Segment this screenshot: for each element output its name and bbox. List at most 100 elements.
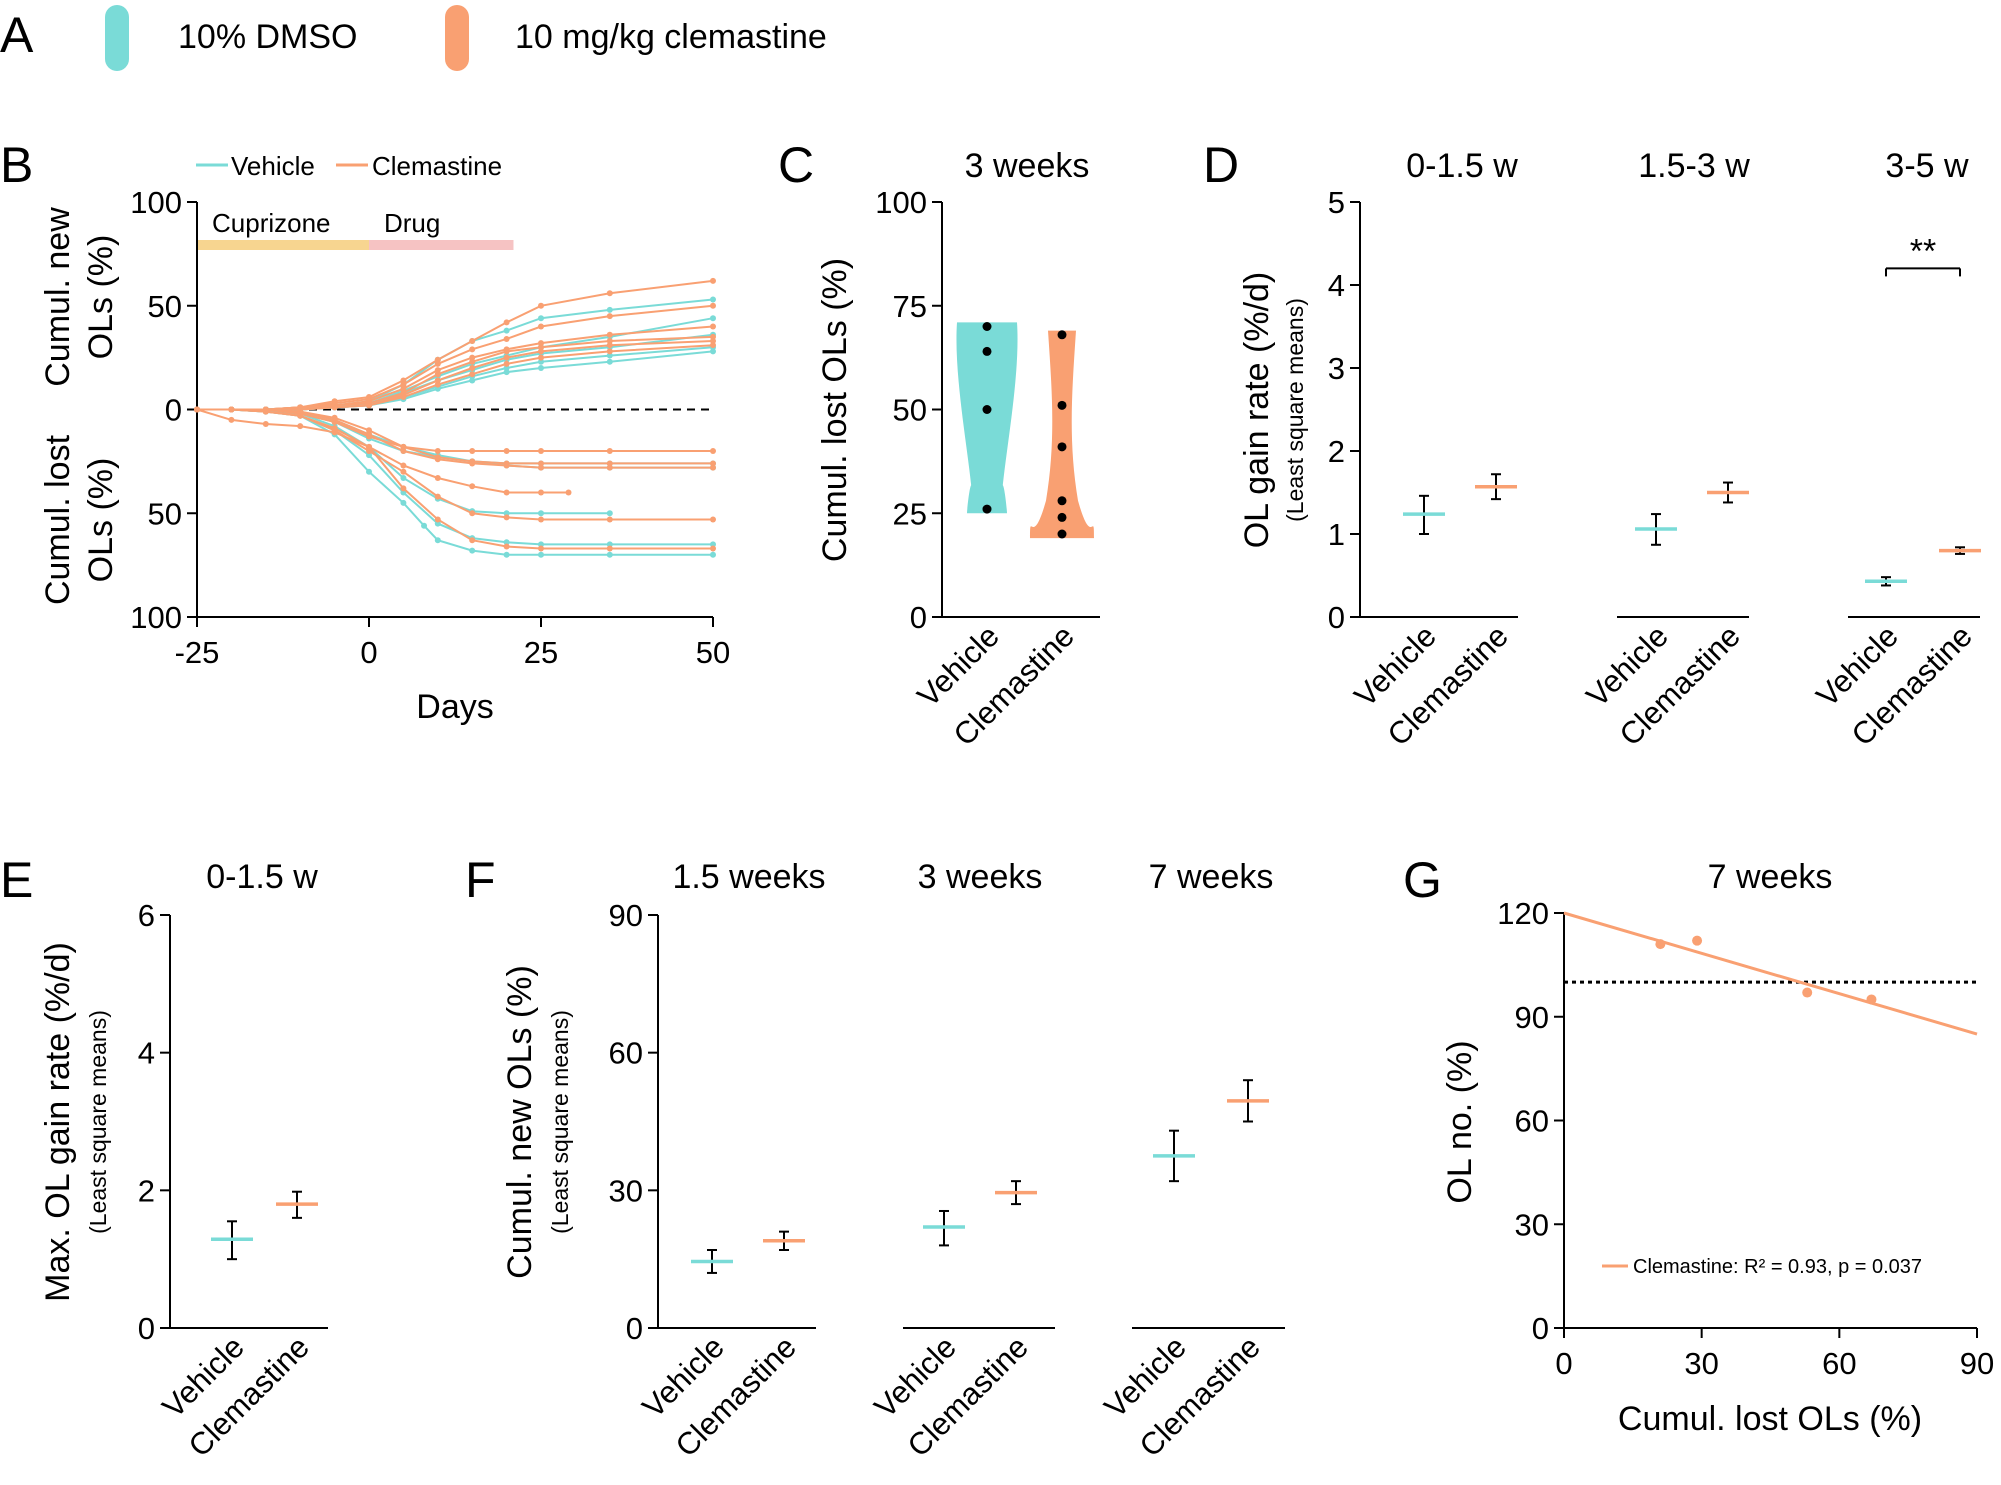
data-point-clemastine (469, 537, 476, 544)
legend-label-clemastine: Clemastine (372, 151, 502, 181)
data-point-clemastine (503, 489, 510, 496)
series-line-clemastine (196, 408, 713, 550)
group-title-f: 1.5 weeks (672, 858, 825, 896)
data-point-clemastine (400, 377, 407, 384)
y-tick-label-e: 6 (138, 898, 155, 933)
violin-point-vehicle (982, 405, 992, 414)
data-point-clemastine (469, 365, 476, 371)
y-axis-label-b-bottom: Cumul. lost (39, 434, 77, 605)
data-point-clemastine (538, 344, 544, 351)
phase-label-cuprizone: Cuprizone (212, 208, 331, 238)
y-tick-label-e: 4 (138, 1036, 155, 1071)
panel-letter-a: A (0, 7, 34, 63)
data-point-clemastine (469, 510, 476, 517)
data-point-clemastine (538, 323, 544, 330)
legend-label-dmso: 10% DMSO (178, 18, 358, 56)
data-point-vehicle (606, 510, 613, 517)
phase-bar-drug (369, 240, 514, 250)
data-point-vehicle (434, 385, 441, 392)
y-axis-label-e: Max. OL gain rate (%/d) (39, 942, 77, 1302)
violin-point-clemastine (1057, 330, 1067, 340)
data-point-vehicle (503, 327, 510, 334)
panel-letter-g: G (1403, 852, 1442, 908)
data-point-clemastine (503, 514, 510, 521)
scatter-point-g (1802, 987, 1813, 998)
data-point-clemastine (606, 290, 613, 297)
y-tick-label-b: 50 (148, 496, 182, 531)
data-point-clemastine (538, 460, 544, 467)
data-point-clemastine (606, 460, 613, 467)
data-point-clemastine (710, 338, 716, 345)
data-point-clemastine (538, 340, 544, 347)
y-tick-label-d: 4 (1328, 268, 1345, 303)
data-point-vehicle (606, 352, 613, 359)
series-line-vehicle (197, 350, 714, 411)
data-point-vehicle (503, 369, 510, 376)
data-point-clemastine (606, 464, 613, 471)
panel-letter-c: C (778, 137, 814, 193)
y-tick-label-d: 3 (1328, 351, 1345, 386)
data-point-clemastine (710, 448, 716, 454)
y-axis-label-c: Cumul. lost OLs (%) (816, 258, 854, 562)
x-tick-label-b: 25 (524, 635, 558, 670)
panel-letter-b: B (0, 137, 33, 193)
data-point-clemastine (469, 371, 476, 378)
data-point-clemastine (606, 342, 613, 349)
data-point-clemastine (366, 427, 372, 434)
group-title-f: 7 weeks (1149, 858, 1274, 896)
data-point-vehicle (503, 510, 510, 517)
data-point-clemastine (228, 416, 235, 423)
y-axis-label-b-top: Cumul. new (39, 207, 77, 387)
data-point-clemastine (503, 543, 510, 550)
legend-swatch-clemastine (445, 5, 469, 71)
data-point-clemastine (297, 423, 304, 430)
data-point-clemastine (606, 313, 613, 320)
data-point-clemastine (228, 406, 235, 413)
series-line-vehicle (197, 408, 713, 465)
phase-bar-cuprizone (197, 240, 369, 250)
data-point-clemastine (434, 454, 441, 461)
legend-label-clemastine: 10 mg/kg clemastine (515, 18, 827, 56)
data-point-clemastine (400, 462, 407, 469)
violin-point-vehicle (982, 322, 992, 331)
data-point-vehicle (503, 365, 510, 371)
x-axis-label-b: Days (416, 688, 493, 726)
data-point-clemastine (606, 545, 613, 552)
data-point-clemastine (469, 483, 476, 490)
data-point-clemastine (710, 323, 716, 330)
data-point-vehicle (366, 468, 372, 475)
group-title-d: 3-5 w (1885, 147, 1969, 185)
legend-label-vehicle: Vehicle (231, 151, 315, 181)
y-tick-label-b: 100 (130, 185, 182, 220)
data-point-vehicle (538, 315, 544, 322)
y-tick-label-c: 25 (893, 496, 927, 531)
violin-vehicle (956, 322, 1018, 514)
data-point-vehicle (538, 365, 544, 371)
y-tick-label-g: 120 (1497, 896, 1549, 931)
data-point-vehicle (538, 510, 544, 517)
data-point-clemastine (538, 348, 544, 355)
data-point-clemastine (400, 385, 407, 392)
data-point-vehicle (400, 499, 407, 506)
y-tick-label-f: 90 (609, 898, 643, 933)
data-point-clemastine (503, 348, 510, 355)
violin-point-vehicle (982, 504, 992, 514)
title-c: 3 weeks (965, 147, 1090, 185)
data-point-clemastine (297, 408, 304, 415)
x-tick-label-b: 0 (360, 635, 377, 670)
data-point-clemastine (400, 448, 407, 454)
x-tick-label-g: 30 (1684, 1346, 1718, 1381)
series-line-clemastine (197, 408, 713, 521)
data-point-vehicle (606, 541, 613, 548)
y-tick-label-d: 2 (1328, 434, 1345, 469)
y-tick-label-c: 50 (893, 393, 927, 428)
data-point-vehicle (538, 541, 544, 548)
x-tick-label-b: 50 (696, 635, 730, 670)
data-point-clemastine (606, 348, 613, 355)
x-tick-label-g: 0 (1555, 1346, 1572, 1381)
data-point-clemastine (710, 277, 716, 284)
x-tick-label-b: -25 (175, 635, 220, 670)
data-point-clemastine (710, 302, 716, 309)
x-tick-label-g: 90 (1960, 1346, 1994, 1381)
data-point-clemastine (434, 371, 441, 378)
